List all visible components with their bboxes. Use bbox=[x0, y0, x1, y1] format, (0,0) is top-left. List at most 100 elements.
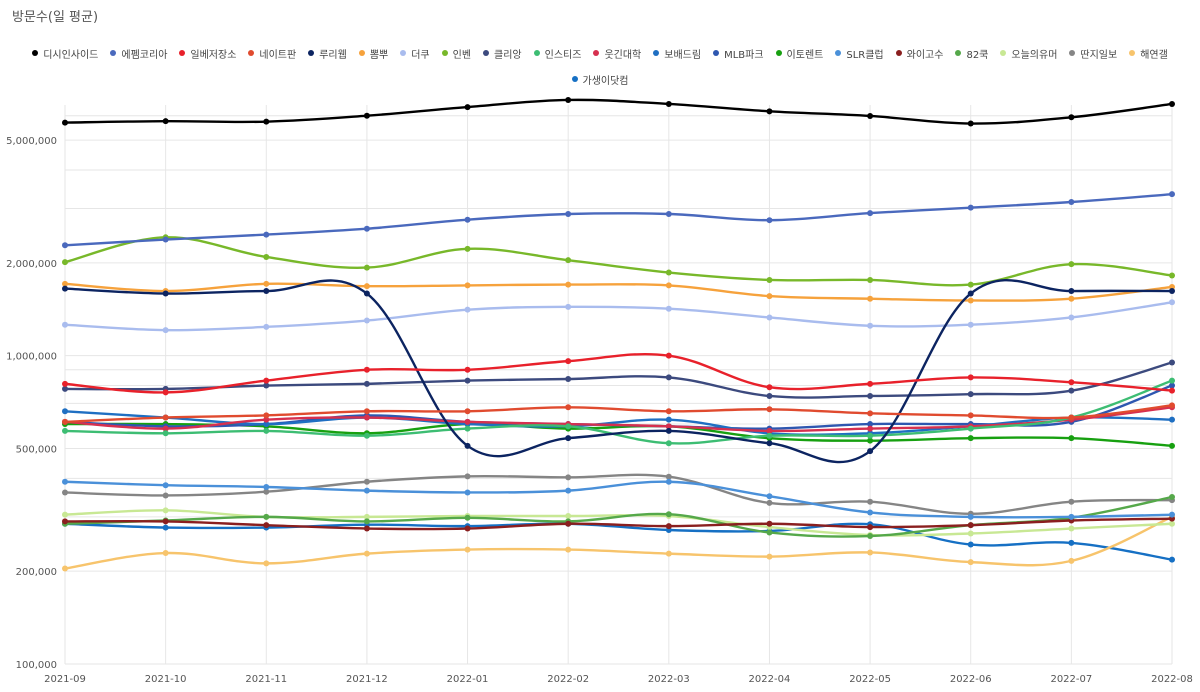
legend-item[interactable]: 오늘의유머 bbox=[1000, 46, 1057, 61]
data-point bbox=[363, 432, 370, 439]
data-point bbox=[363, 408, 370, 415]
series-line bbox=[64, 282, 1173, 302]
x-tick-label: 2022-02 bbox=[547, 674, 589, 685]
data-point bbox=[263, 412, 270, 419]
data-point bbox=[565, 435, 572, 442]
data-point bbox=[162, 236, 169, 243]
data-point bbox=[766, 276, 773, 283]
data-point bbox=[867, 295, 874, 302]
legend-item[interactable]: 82쿡 bbox=[955, 46, 988, 61]
legend-item[interactable]: 네이트판 bbox=[248, 46, 296, 61]
data-point bbox=[162, 507, 169, 514]
data-point bbox=[565, 211, 572, 218]
data-point bbox=[967, 412, 974, 419]
legend-marker bbox=[358, 50, 365, 56]
data-point bbox=[162, 524, 169, 531]
data-point bbox=[62, 285, 68, 292]
data-point bbox=[62, 478, 68, 485]
data-point bbox=[1169, 402, 1175, 409]
legend-item[interactable]: 딴지일보 bbox=[1069, 46, 1117, 61]
legend-item[interactable]: 해연갤 bbox=[1129, 46, 1168, 61]
data-point bbox=[665, 305, 672, 312]
data-point bbox=[766, 217, 773, 224]
data-point bbox=[665, 352, 672, 359]
data-point bbox=[665, 416, 672, 423]
data-point bbox=[363, 513, 370, 520]
data-point bbox=[363, 366, 370, 373]
data-point bbox=[867, 448, 874, 455]
legend-marker bbox=[955, 50, 962, 56]
legend-label: 루리웹 bbox=[319, 49, 347, 61]
legend-item[interactable]: 가생이닷컴 bbox=[571, 72, 629, 87]
data-point bbox=[565, 487, 572, 494]
y-tick-label: 100,000 bbox=[16, 660, 57, 671]
data-point bbox=[162, 492, 169, 499]
x-tick-label: 2022-06 bbox=[950, 674, 992, 685]
data-point bbox=[464, 282, 471, 289]
data-point bbox=[967, 559, 974, 566]
data-point bbox=[665, 423, 672, 430]
legend-marker bbox=[32, 50, 39, 56]
data-point bbox=[62, 380, 68, 387]
series-line bbox=[64, 522, 1173, 561]
data-point bbox=[565, 404, 572, 411]
legend-item[interactable]: 디시인사이드 bbox=[32, 46, 98, 61]
data-point bbox=[867, 432, 874, 439]
data-point bbox=[665, 511, 672, 518]
data-point bbox=[1169, 377, 1175, 384]
legend-item[interactable]: 이토렌트 bbox=[775, 46, 823, 61]
legend-label: 가생이닷컴 bbox=[582, 75, 629, 87]
legend-marker bbox=[110, 50, 117, 56]
data-point bbox=[1169, 416, 1175, 423]
data-point bbox=[263, 118, 270, 125]
legend-marker bbox=[179, 50, 186, 56]
legend-item[interactable]: 웃긴대학 bbox=[593, 46, 641, 61]
legend-item[interactable]: SLR클럽 bbox=[835, 46, 884, 61]
legend-item[interactable]: 와이고수 bbox=[895, 46, 944, 61]
x-tick-label: 2022-04 bbox=[749, 674, 791, 685]
data-point bbox=[766, 529, 773, 536]
data-point bbox=[665, 100, 672, 107]
data-point bbox=[464, 366, 471, 373]
data-point bbox=[1169, 288, 1175, 295]
legend-item[interactable]: 에펨코리아 bbox=[110, 46, 167, 61]
x-tick-label: 2022-01 bbox=[447, 674, 489, 685]
legend-label: 오늘의유머 bbox=[1011, 49, 1058, 61]
legend-item[interactable]: MLB파크 bbox=[713, 46, 764, 61]
legend-label: 와이고수 bbox=[906, 49, 944, 61]
data-point bbox=[967, 425, 974, 432]
x-tick-label: 2021-09 bbox=[44, 674, 86, 685]
data-point bbox=[1169, 359, 1175, 366]
legend-item[interactable]: 인스티즈 bbox=[533, 46, 581, 61]
data-point bbox=[162, 482, 169, 489]
data-point bbox=[565, 358, 572, 365]
data-point bbox=[162, 430, 169, 437]
data-point bbox=[1068, 288, 1075, 295]
data-point bbox=[162, 414, 169, 421]
y-tick-label: 5,000,000 bbox=[6, 136, 57, 147]
legend-marker bbox=[400, 50, 407, 56]
data-point bbox=[967, 530, 974, 537]
data-point bbox=[766, 384, 773, 391]
data-point bbox=[867, 380, 874, 387]
legend-item[interactable]: 더쿠 bbox=[400, 46, 430, 61]
legend-label: 네이트판 bbox=[259, 49, 297, 61]
data-point bbox=[867, 425, 874, 432]
legend-item[interactable]: 클리앙 bbox=[483, 46, 522, 61]
legend-item[interactable]: 인벤 bbox=[441, 46, 471, 61]
data-point bbox=[766, 108, 773, 115]
y-tick-label: 2,000,000 bbox=[6, 259, 57, 270]
data-point bbox=[1169, 442, 1175, 449]
legend-label: 에펨코리아 bbox=[121, 49, 168, 61]
legend-item[interactable]: 보배드림 bbox=[653, 46, 701, 61]
series-line bbox=[64, 379, 1173, 445]
data-point bbox=[263, 288, 270, 295]
data-point bbox=[1068, 199, 1075, 206]
legend-item[interactable]: 루리웹 bbox=[308, 46, 347, 61]
data-point bbox=[766, 392, 773, 399]
data-point bbox=[363, 525, 370, 532]
legend-item[interactable]: 뽐뿌 bbox=[358, 46, 388, 61]
data-point bbox=[867, 276, 874, 283]
series-line bbox=[64, 404, 1173, 424]
legend-item[interactable]: 일베저장소 bbox=[179, 46, 236, 61]
